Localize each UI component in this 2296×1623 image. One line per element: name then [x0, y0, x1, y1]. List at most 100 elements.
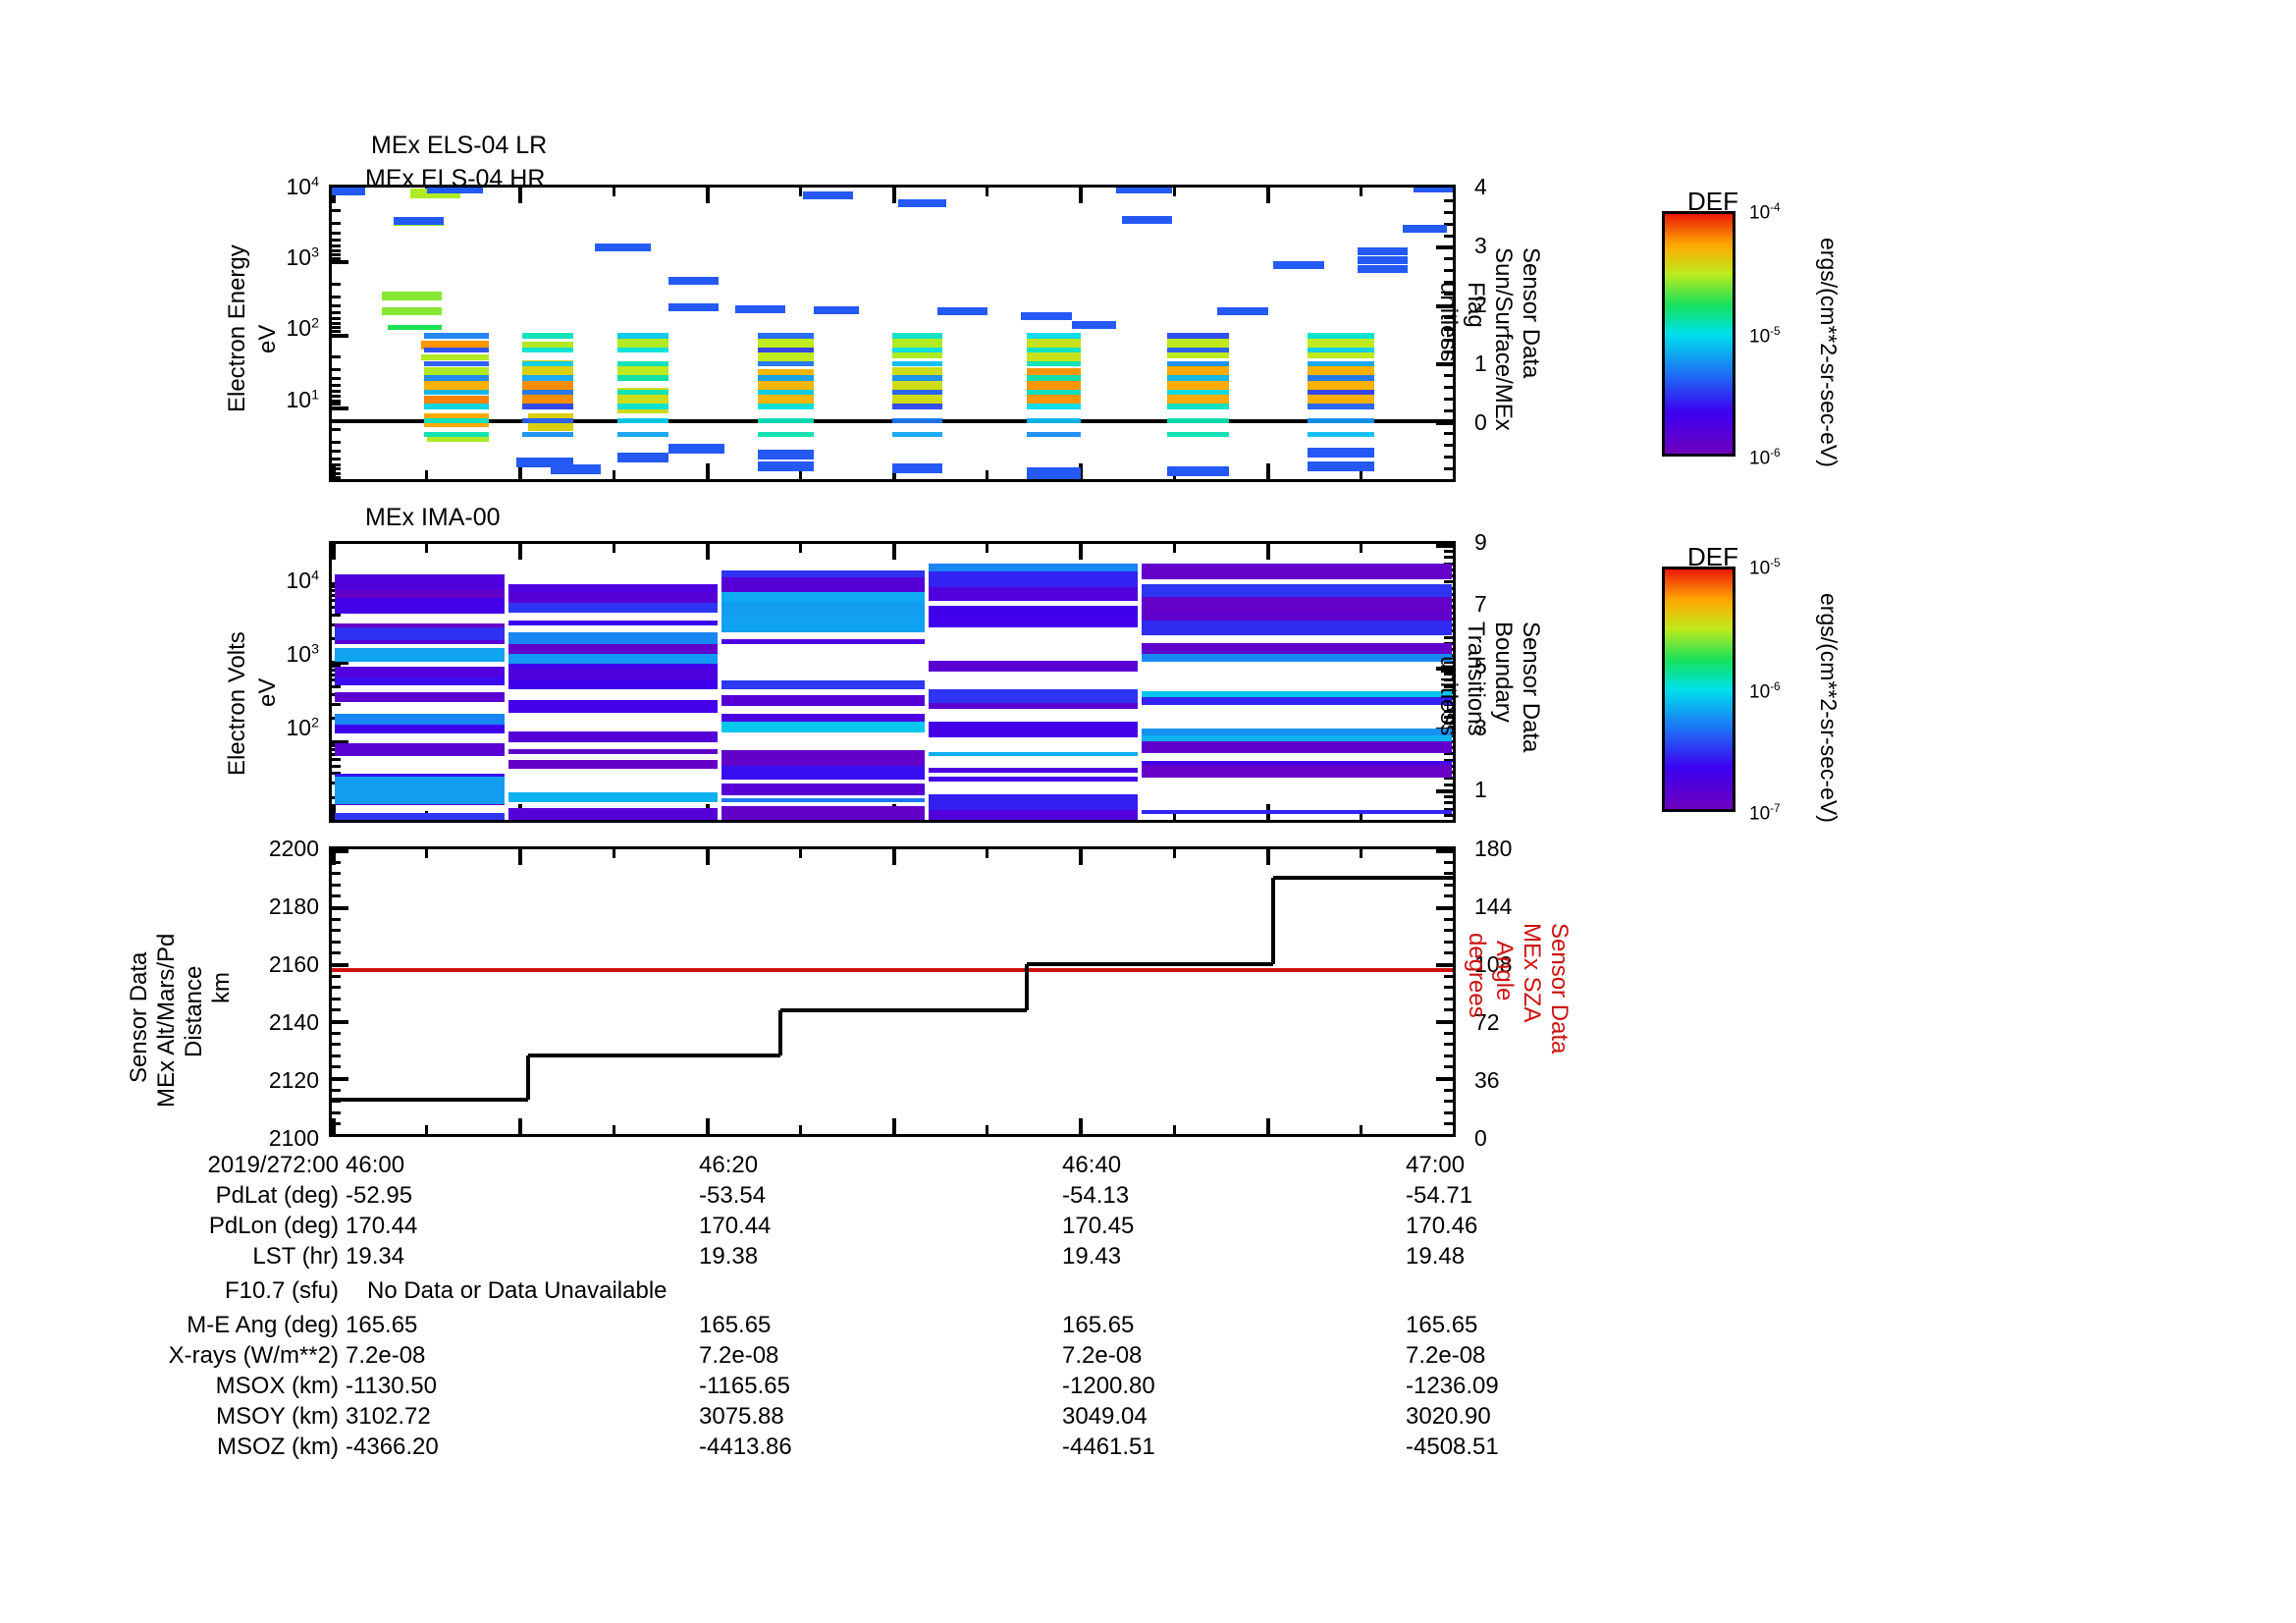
axis-tick — [1453, 463, 1456, 479]
els-spectrogram-dash-low — [1307, 448, 1375, 459]
ima-spectrogram-band — [929, 564, 1139, 571]
panel-els-rytick-4: 4 — [1474, 174, 1487, 199]
panel-ima-right-axis-line1: Sensor Data — [1518, 622, 1544, 753]
axis-tick — [705, 188, 710, 203]
els-spectrogram-dash — [393, 216, 445, 225]
axis-tick — [1444, 788, 1453, 792]
panel-ima-right-axis-line2: Boundary — [1490, 622, 1517, 723]
els-spectrogram-stripe — [1027, 347, 1081, 353]
ima-spectrogram-band — [508, 649, 718, 655]
axis-tick — [332, 471, 341, 475]
ephemeris-row-value: 19.43 — [1062, 1243, 1122, 1270]
ima-spectrogram-band — [508, 602, 718, 613]
ephemeris-row-value: 7.2e-08 — [346, 1342, 426, 1369]
els-spectrogram-stripe — [423, 361, 489, 367]
axis-tick — [332, 243, 341, 247]
els-spectrogram-stripe — [522, 375, 573, 381]
axis-tick — [332, 403, 341, 406]
els-spectrogram-stripe — [1166, 347, 1229, 353]
ima-spectrogram-band — [1142, 740, 1452, 753]
panel-ima-ytick-10000: 104 — [286, 568, 319, 593]
ima-spectrogram-band — [929, 809, 1139, 820]
axis-tick — [332, 441, 341, 445]
axis-tick — [1436, 1077, 1453, 1081]
ephemeris-row-value: -1165.65 — [699, 1373, 790, 1399]
ima-spectrogram-band — [335, 590, 505, 594]
ima-spectrogram-band — [335, 666, 505, 677]
axis-tick — [1359, 811, 1362, 820]
axis-tick — [1444, 783, 1453, 786]
axis-tick — [332, 1077, 348, 1081]
axis-tick — [1444, 257, 1453, 261]
els-spectrogram-dash — [936, 307, 988, 316]
ima-spectrogram-band — [1142, 728, 1452, 735]
ima-spectrogram-band — [335, 623, 505, 627]
els-spectrogram-stripe — [522, 389, 573, 396]
ima-spectrogram-band — [721, 679, 926, 689]
panel-els-plot[interactable] — [329, 185, 1456, 482]
axis-tick — [1444, 997, 1453, 1001]
ima-spectrogram-band — [721, 617, 926, 633]
axis-tick — [705, 463, 710, 479]
axis-tick — [1444, 660, 1453, 664]
els-spectrogram-dash-low — [1027, 473, 1081, 479]
ephemeris-row-value: -1236.09 — [1406, 1373, 1499, 1399]
els-spectrogram-stripe — [1027, 375, 1081, 381]
ima-spectrogram-band — [721, 783, 926, 795]
ima-spectrogram-band — [929, 793, 1139, 810]
axis-tick — [892, 188, 896, 203]
axis-tick — [332, 951, 341, 955]
ima-spectrogram-band — [508, 621, 718, 626]
axis-tick — [332, 1122, 341, 1126]
els-spectrogram-stripe — [1166, 333, 1229, 339]
ephemeris-row-value: 7.2e-08 — [1406, 1342, 1486, 1369]
axis-tick — [892, 849, 896, 865]
ima-spectrogram-band — [335, 714, 505, 726]
axis-tick — [1444, 801, 1453, 805]
els-spectrogram-segment — [382, 292, 442, 301]
axis-tick — [1453, 849, 1456, 865]
panel-alt-plot[interactable] — [329, 846, 1456, 1137]
els-spectrogram-stripe — [757, 333, 815, 339]
ephemeris-row-value: 46:40 — [1062, 1152, 1122, 1178]
mex-altitude-step-segment — [1027, 962, 1274, 967]
axis-tick — [518, 188, 523, 203]
mex-altitude-step-riser — [1271, 878, 1276, 965]
ima-spectrogram-band — [1142, 653, 1452, 662]
ima-spectrogram-band — [1142, 760, 1452, 765]
els-spectrogram-dash-low — [1166, 465, 1229, 476]
ima-spectrogram-band — [721, 602, 926, 618]
els-spectrogram-dash-low — [667, 444, 724, 455]
panel-els-ytick-10: 101 — [286, 387, 319, 412]
panel-alt-left-axis-line3: Distance — [181, 965, 207, 1057]
panel-els-ytick-1000: 103 — [286, 244, 319, 270]
axis-tick — [518, 1118, 523, 1134]
els-spectrogram-segment — [892, 367, 943, 406]
axis-tick — [1436, 479, 1453, 482]
ima-spectrogram-band — [721, 766, 926, 781]
axis-tick — [332, 428, 341, 432]
axis-tick — [1265, 849, 1270, 865]
axis-tick — [332, 906, 348, 910]
axis-tick — [1444, 315, 1453, 319]
els-spectrogram-dash-low — [892, 463, 943, 474]
ima-spectrogram-band — [335, 647, 505, 662]
colorbar-1-tick-top: 10-4 — [1749, 201, 1781, 224]
ephemeris-row-label: F10.7 (sfu) — [224, 1277, 339, 1304]
panel-alt-ytick-2200: 2200 — [268, 836, 319, 861]
panel-ima-plot[interactable] — [329, 541, 1456, 823]
ephemeris-row-label: 2019/272:00 — [207, 1152, 339, 1178]
ima-spectrogram-band — [508, 680, 718, 690]
axis-tick — [1436, 245, 1453, 250]
axis-tick — [1444, 374, 1453, 378]
els-spectrogram-dash — [1273, 261, 1324, 270]
axis-tick — [1444, 722, 1453, 726]
els-spectrogram-stripe — [1307, 361, 1375, 367]
mex-altitude-step-riser — [525, 1055, 530, 1101]
axis-tick — [332, 367, 341, 371]
ephemeris-row-value: -4413.86 — [699, 1434, 792, 1460]
panel-alt-left-axis-line1: Sensor Data — [126, 951, 152, 1083]
els-spectrogram-stripe — [617, 404, 668, 409]
els-spectrogram-dash-low — [757, 460, 815, 471]
axis-tick — [612, 849, 615, 858]
